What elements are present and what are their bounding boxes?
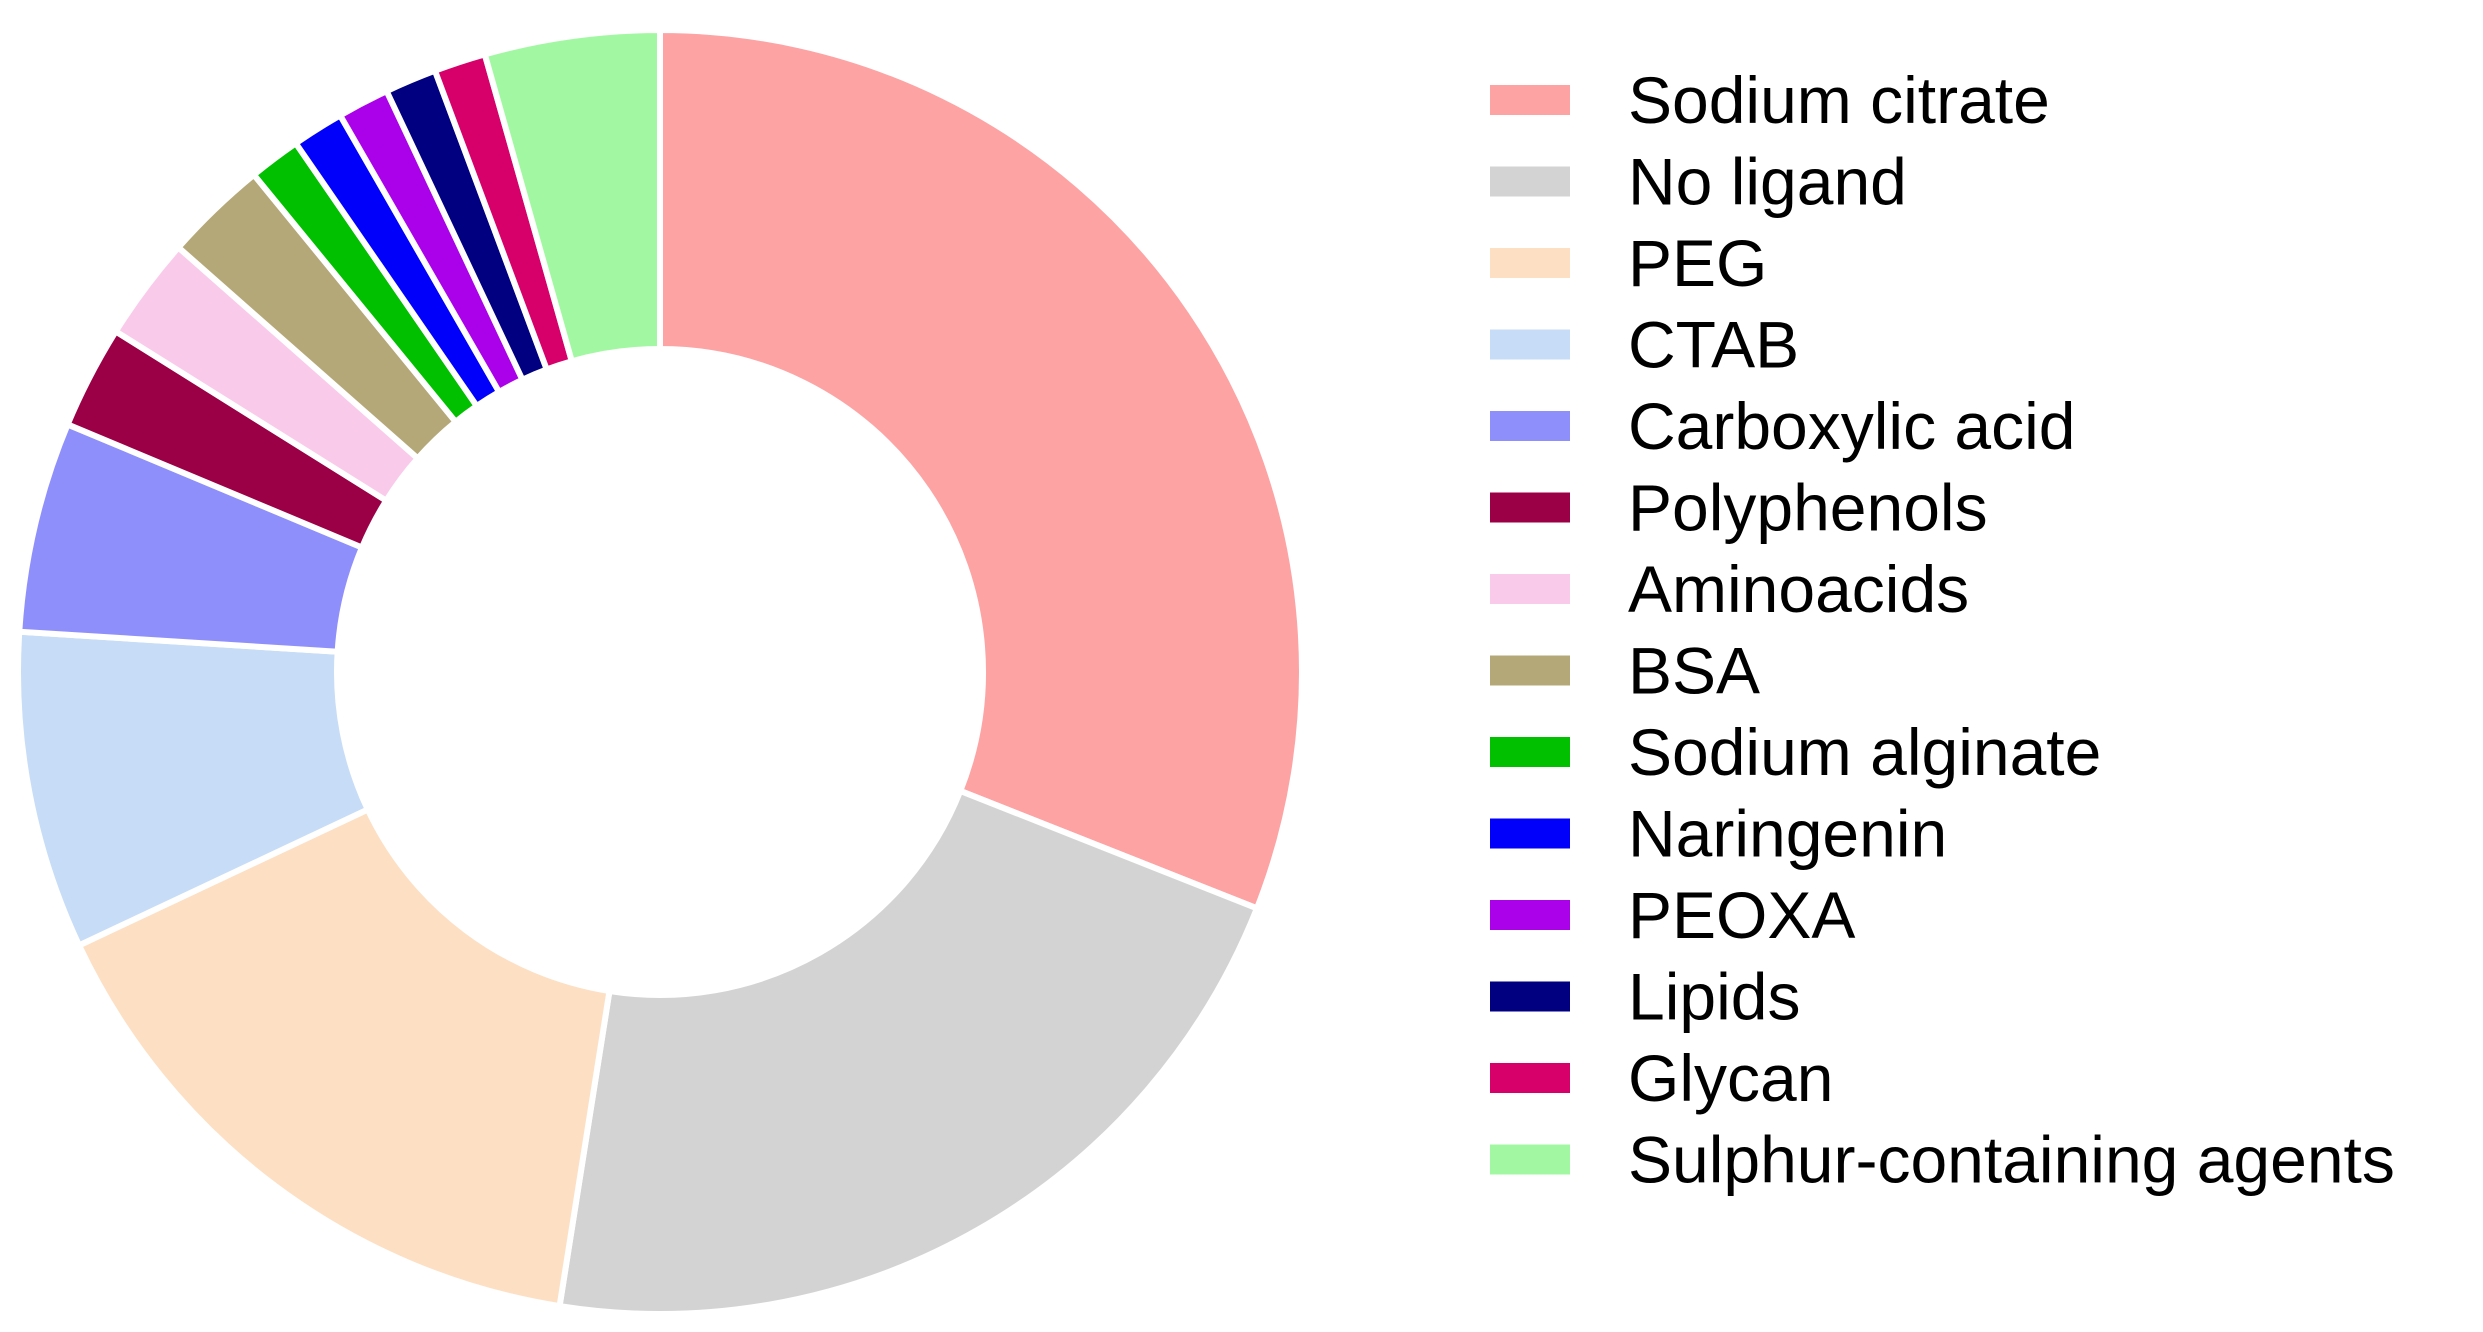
legend-item-bsa: BSA [1490,634,1760,708]
legend-label: Sodium alginate [1628,715,2101,789]
legend-item-naringenin: Naringenin [1490,797,1947,871]
legend-item-ctab: CTAB [1490,308,1799,382]
legend-label: Glycan [1628,1041,1833,1115]
legend-swatch [1490,411,1570,441]
slice-sulphur-containing-agents [481,26,663,365]
legend-swatch [1490,981,1570,1012]
slice-no-ligand [556,787,1261,1317]
legend-item-peg: PEG [1490,226,1767,300]
legend-swatch [1490,655,1570,686]
legend-swatch [1490,492,1570,523]
legend-swatch [1490,737,1570,767]
legend-label: Aminoacids [1628,552,1969,626]
legend-label: Sulphur-containing agents [1628,1123,2395,1197]
legend-item-carboxylic-acid: Carboxylic acid [1490,389,2076,463]
legend-label: Sodium citrate [1628,63,2050,137]
legend-item-polyphenols: Polyphenols [1490,471,1988,545]
slice-peg [75,805,613,1310]
legend-swatch [1490,166,1570,197]
slice-ctab [15,628,372,950]
legend-item-sodium-alginate: Sodium alginate [1490,715,2101,789]
legend-swatch [1490,329,1570,360]
legend-label: Carboxylic acid [1628,389,2076,463]
legend-swatch [1490,1063,1570,1093]
legend-item-sodium-citrate: Sodium citrate [1490,63,2050,137]
legend-item-peoxa: PEOXA [1490,878,1855,952]
legend-label: Lipids [1628,960,1800,1034]
legend-label: No ligand [1628,145,1907,219]
legend-swatch [1490,248,1570,278]
legend-swatch [1490,1144,1570,1175]
legend-label: CTAB [1628,308,1799,382]
legend-item-sulphur-containing-agents: Sulphur-containing agents [1490,1123,2395,1197]
legend-swatch [1490,818,1570,849]
legend-swatch [1490,574,1570,604]
legend-item-lipids: Lipids [1490,960,1800,1034]
slice-sodium-citrate [657,26,1305,913]
legend-swatch [1490,85,1570,115]
legend-label: PEG [1628,226,1767,300]
legend-label: Polyphenols [1628,471,1988,545]
donut-slices [15,26,1305,1317]
legend-label: BSA [1628,634,1760,708]
legend-item-glycan: Glycan [1490,1041,1833,1115]
legend-item-no-ligand: No ligand [1490,145,1907,219]
legend-label: PEOXA [1628,878,1855,952]
legend-label: Naringenin [1628,797,1947,871]
legend-swatch [1490,900,1570,930]
legend-item-aminoacids: Aminoacids [1490,552,1969,626]
